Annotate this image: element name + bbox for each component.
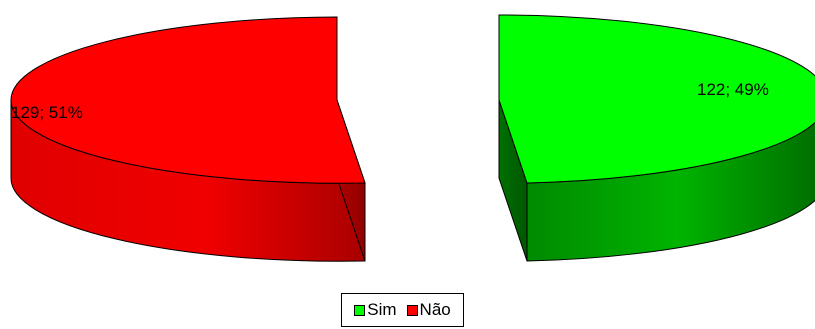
slice-sim-top — [498, 14, 815, 184]
pie-chart: 129; 51% 122; 49% — [10, 14, 815, 262]
legend-swatch-nao — [406, 304, 418, 316]
slice-sim-data-label: 122; 49% — [697, 80, 769, 99]
slice-nao-data-label: 129; 51% — [11, 103, 83, 122]
legend: Sim Não — [341, 293, 464, 327]
legend-item-sim: Sim — [354, 300, 397, 320]
slice-sim — [498, 14, 815, 262]
legend-label-nao: Não — [419, 300, 451, 319]
legend-item-nao: Não — [406, 300, 451, 320]
legend-label-sim: Sim — [367, 300, 397, 319]
legend-swatch-sim — [354, 304, 366, 316]
slice-nao-top — [10, 16, 366, 184]
slice-nao — [10, 16, 366, 262]
